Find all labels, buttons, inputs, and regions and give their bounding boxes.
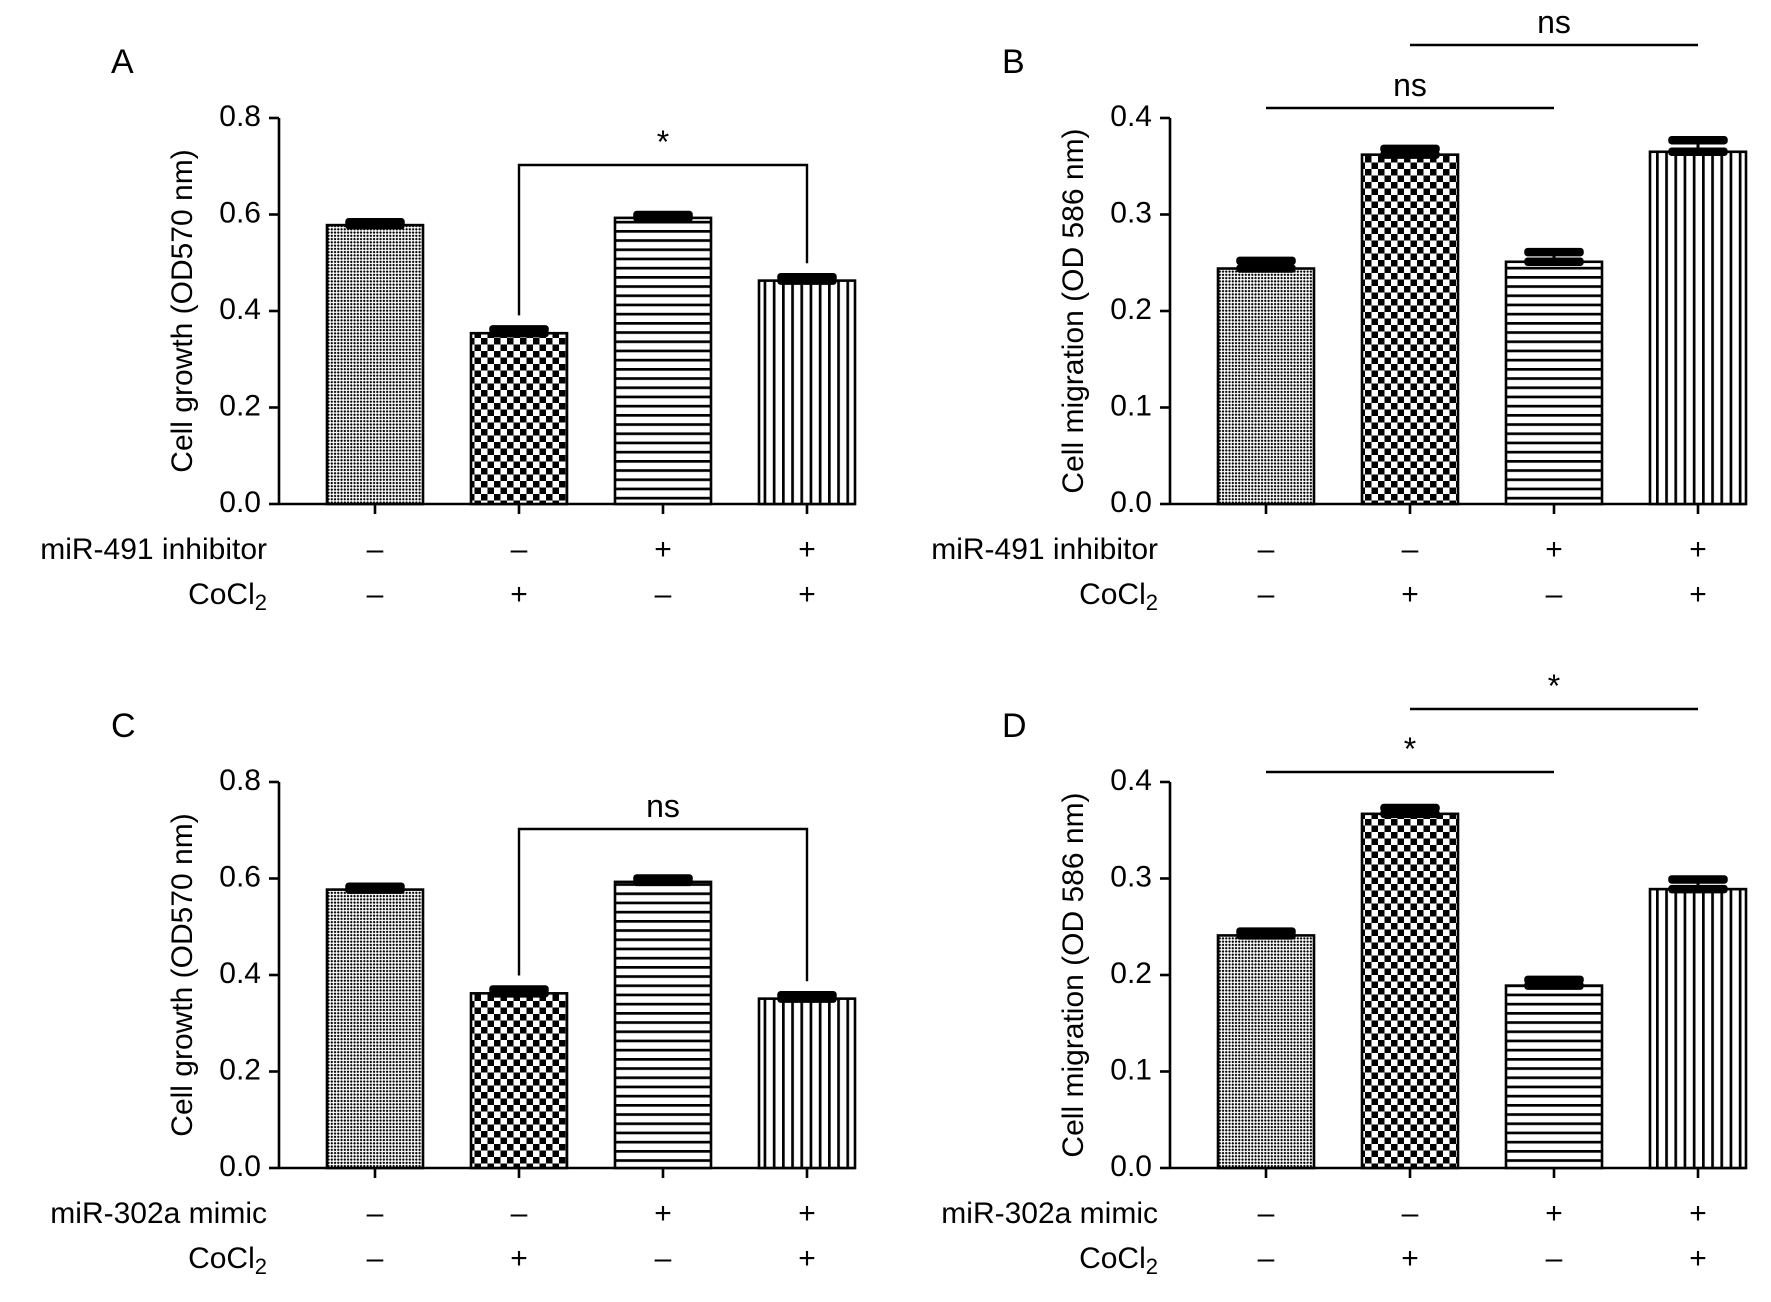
svg-text:+: + [654,533,672,566]
svg-text:–: – [1258,578,1275,611]
svg-text:*: * [1404,731,1416,767]
svg-text:–: – [367,1197,384,1230]
svg-text:–: – [655,578,672,611]
svg-text:–: – [1402,1197,1419,1230]
svg-text:0.2: 0.2 [1110,293,1152,326]
svg-text:0.2: 0.2 [1110,957,1152,990]
svg-text:0.4: 0.4 [219,957,261,990]
svg-text:–: – [511,533,528,566]
svg-text:+: + [1689,1197,1707,1230]
svg-text:–: – [367,533,384,566]
svg-text:+: + [1401,578,1419,611]
svg-text:–: – [655,1242,672,1275]
svg-text:–: – [1258,533,1275,566]
svg-text:+: + [1545,1197,1563,1230]
svg-text:0.6: 0.6 [219,860,261,893]
svg-text:0.3: 0.3 [1110,196,1152,229]
svg-text:–: – [1546,578,1563,611]
svg-text:–: – [367,578,384,611]
svg-text:0.4: 0.4 [219,293,261,326]
svg-text:miR-491 inhibitor: miR-491 inhibitor [40,533,267,566]
svg-text:CoCl2: CoCl2 [1079,578,1158,615]
svg-text:+: + [798,533,816,566]
svg-text:–: – [367,1242,384,1275]
svg-text:Cell migration (OD 586 nm): Cell migration (OD 586 nm) [1057,128,1090,493]
svg-text:0.2: 0.2 [219,389,261,422]
svg-text:A: A [111,43,134,81]
svg-text:+: + [1545,533,1563,566]
svg-text:+: + [654,1197,672,1230]
svg-text:D: D [1002,707,1027,745]
svg-text:0.0: 0.0 [219,1150,261,1183]
svg-text:*: * [657,124,669,160]
svg-text:0.4: 0.4 [1110,100,1152,133]
svg-text:–: – [511,1197,528,1230]
svg-text:0.4: 0.4 [1110,764,1152,797]
svg-text:0.8: 0.8 [219,764,261,797]
svg-text:miR-302a mimic: miR-302a mimic [941,1197,1158,1230]
svg-text:+: + [798,578,816,611]
svg-text:+: + [510,578,528,611]
svg-text:+: + [1689,578,1707,611]
svg-text:0.1: 0.1 [1110,1053,1152,1086]
svg-text:ns: ns [1393,67,1427,103]
svg-text:0.3: 0.3 [1110,860,1152,893]
svg-text:Cell growth (OD570 nm): Cell growth (OD570 nm) [166,149,199,472]
svg-text:+: + [1401,1242,1419,1275]
svg-text:B: B [1002,43,1025,81]
svg-text:0.0: 0.0 [1110,1150,1152,1183]
svg-text:+: + [1689,1242,1707,1275]
svg-text:0.2: 0.2 [219,1053,261,1086]
svg-text:ns: ns [1537,4,1571,40]
svg-text:ns: ns [646,788,680,824]
svg-text:CoCl2: CoCl2 [1079,1242,1158,1279]
svg-text:–: – [1402,533,1419,566]
svg-text:CoCl2: CoCl2 [188,578,267,615]
svg-text:Cell migration (OD 586 nm): Cell migration (OD 586 nm) [1057,792,1090,1157]
svg-text:Cell growth (OD570 nm): Cell growth (OD570 nm) [166,813,199,1136]
svg-text:0.0: 0.0 [1110,486,1152,519]
svg-text:+: + [1689,533,1707,566]
svg-text:0.1: 0.1 [1110,389,1152,422]
svg-text:+: + [510,1242,528,1275]
svg-text:miR-491 inhibitor: miR-491 inhibitor [931,533,1158,566]
svg-text:0.8: 0.8 [219,100,261,133]
svg-text:C: C [111,707,136,745]
svg-text:miR-302a mimic: miR-302a mimic [50,1197,267,1230]
svg-text:CoCl2: CoCl2 [188,1242,267,1279]
svg-text:0.6: 0.6 [219,196,261,229]
svg-text:*: * [1548,668,1560,704]
svg-text:+: + [798,1197,816,1230]
svg-text:0.0: 0.0 [219,486,261,519]
svg-text:+: + [798,1242,816,1275]
svg-text:–: – [1546,1242,1563,1275]
svg-text:–: – [1258,1242,1275,1275]
svg-text:–: – [1258,1197,1275,1230]
